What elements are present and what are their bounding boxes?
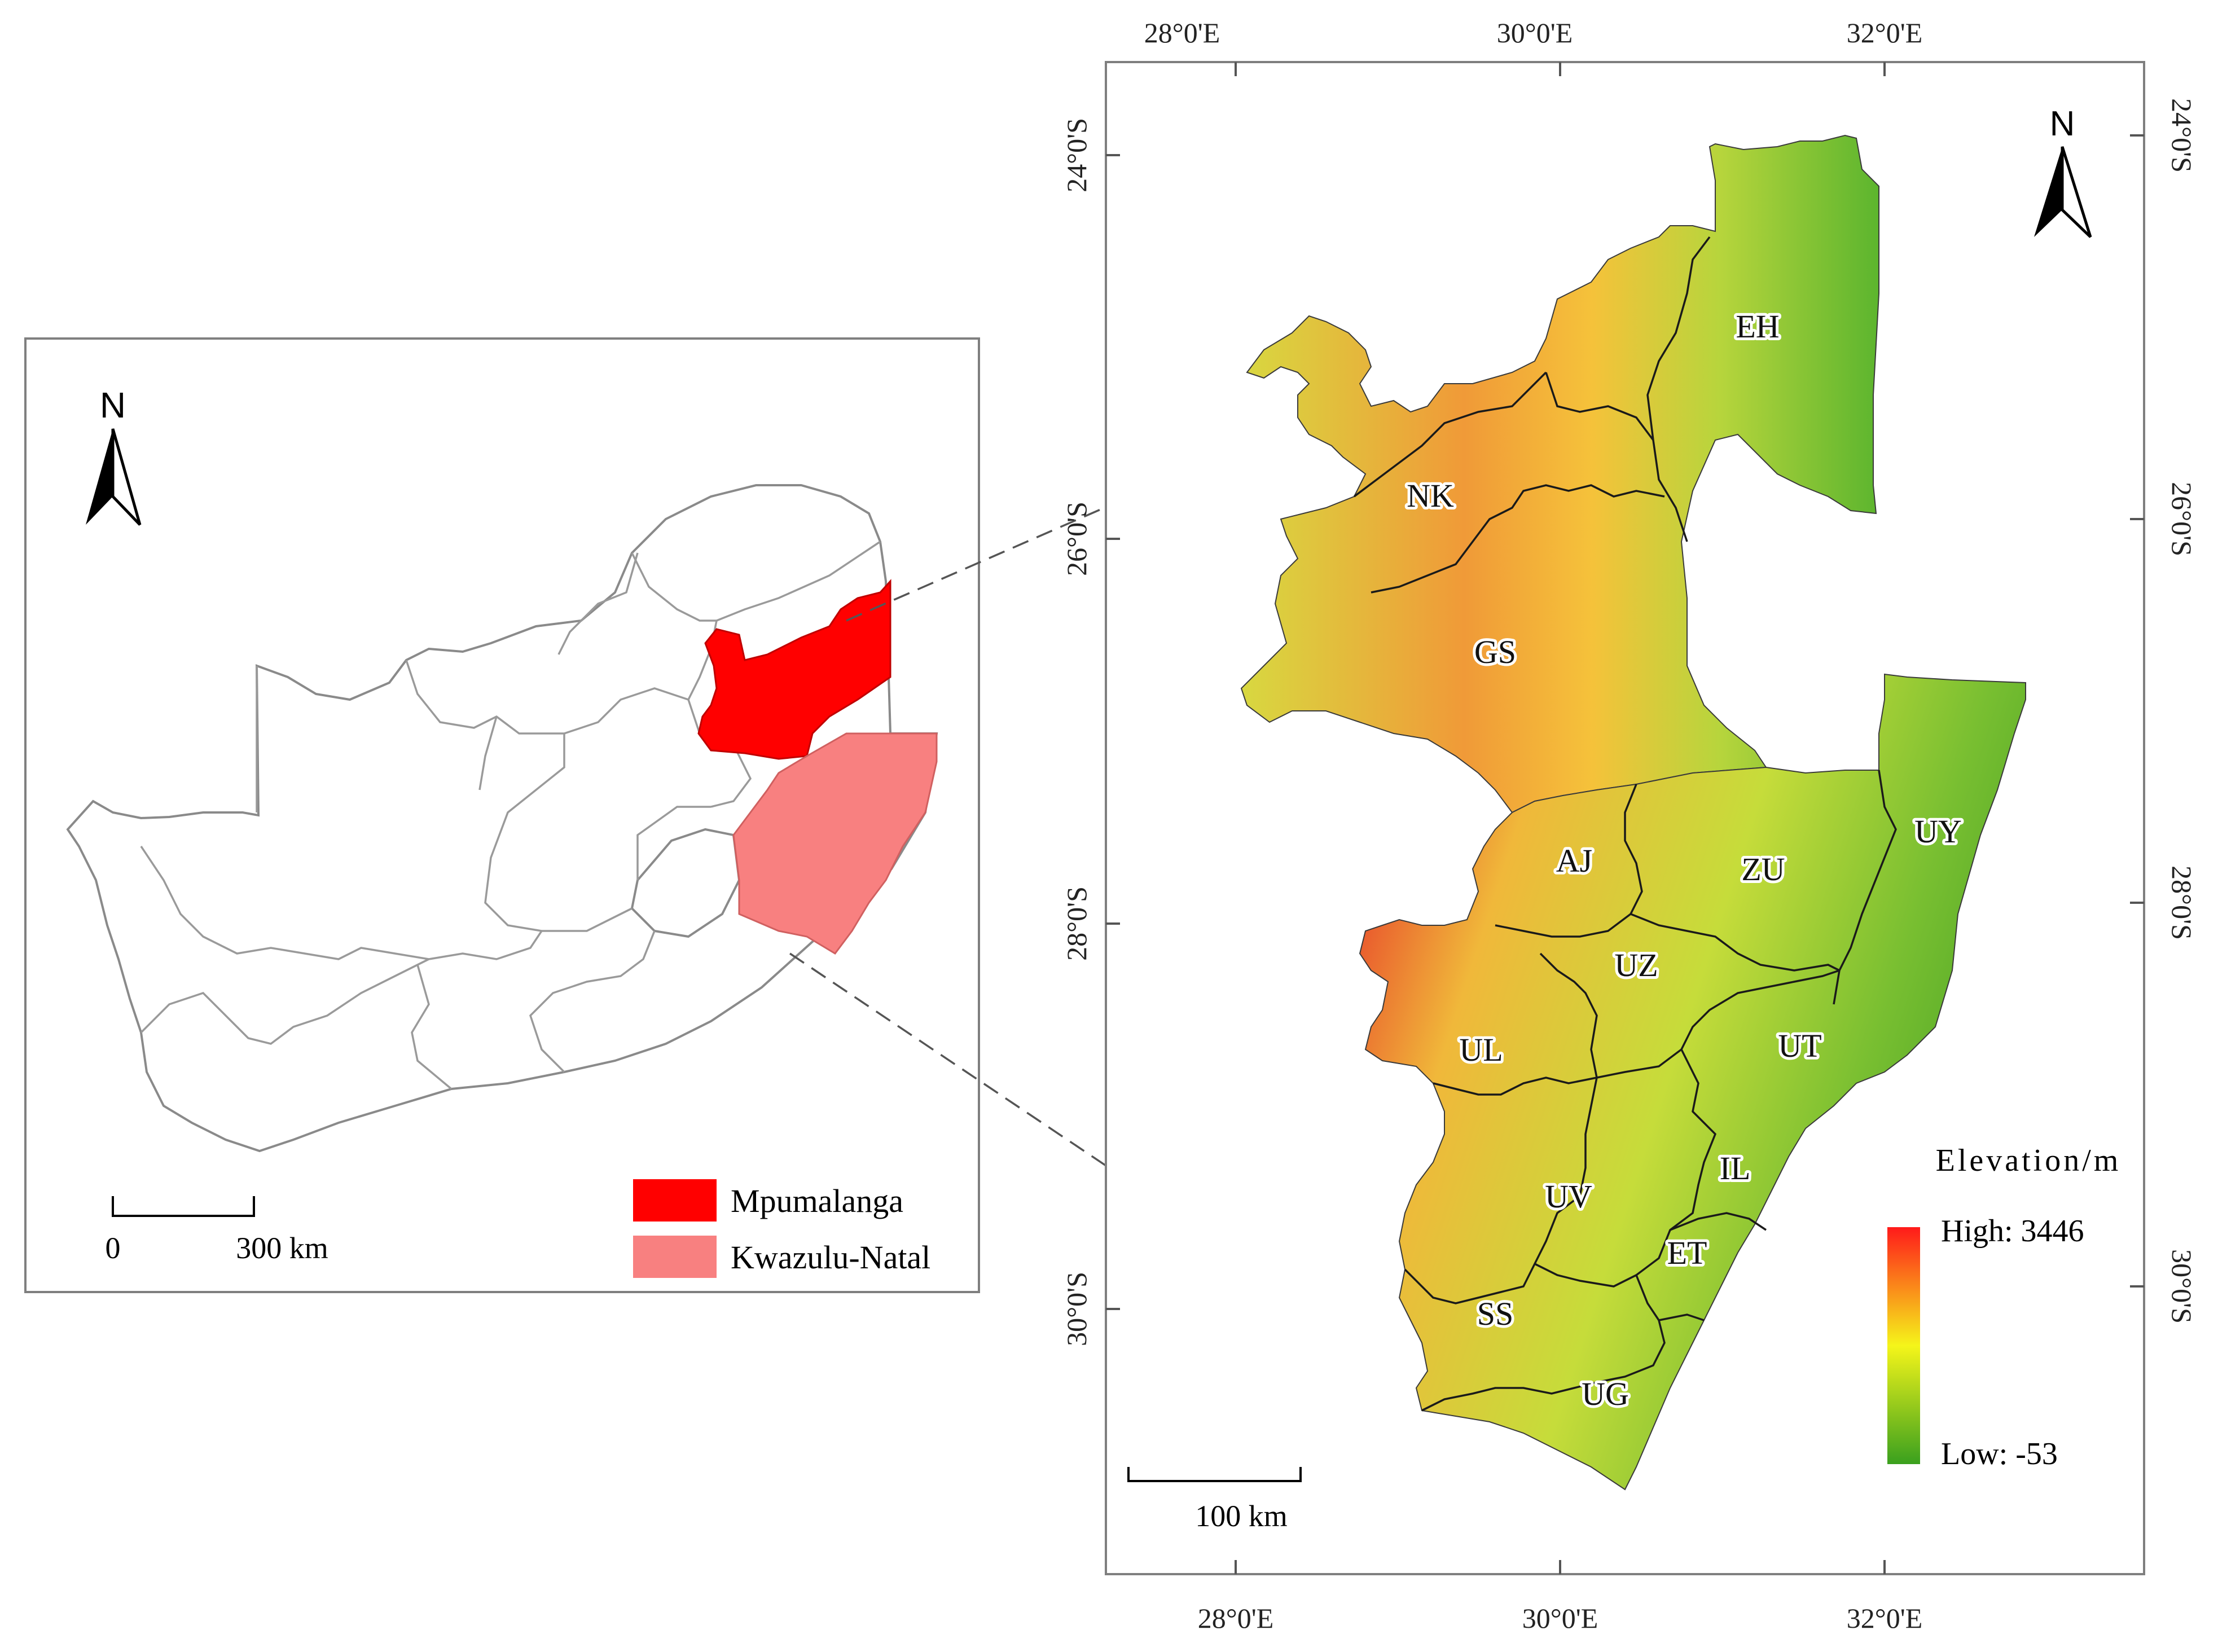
inset-legend: Mpumalanga Kwazulu-Natal — [633, 1179, 930, 1278]
district-boundaries — [1353, 236, 1897, 1412]
main-map: 28°0'E 30°0'E 32°0'E 28°0'E 30°0'E 32°0'… — [1061, 17, 2198, 1634]
bottom-tick-label: 32°0'E — [1847, 1602, 1923, 1634]
left-tick-label: 24°0'S — [1061, 118, 1092, 192]
kwazulu-natal-elevation[interactable] — [1359, 673, 2026, 1491]
legend-label-mpumalanga: Mpumalanga — [731, 1183, 903, 1219]
inset-north-arrow: N — [86, 385, 142, 526]
right-tick-label: 30°0'S — [2166, 1249, 2198, 1324]
bottom-tick-label: 30°0'E — [1522, 1602, 1598, 1634]
elevation-high-label: High: 3446 — [1941, 1214, 2084, 1249]
left-tick-label: 26°0'S — [1061, 502, 1092, 576]
region-label-et: ET — [1667, 1234, 1707, 1271]
main-scale-bar: 100 km — [1127, 1467, 1302, 1533]
right-tick-label: 24°0'S — [2166, 98, 2198, 173]
province-boundaries — [140, 541, 881, 1090]
region-label-gs: GS — [1474, 634, 1516, 670]
region-label-ut: UT — [1778, 1027, 1821, 1064]
region-label-ug: UG — [1582, 1376, 1629, 1412]
region-label-uv: UV — [1545, 1178, 1592, 1215]
region-label-eh: EH — [1736, 308, 1779, 345]
mpumalanga-region[interactable] — [697, 579, 891, 760]
main-north-arrow: N — [2034, 104, 2092, 238]
bottom-tick-label: 28°0'E — [1198, 1602, 1274, 1634]
mpumalanga-elevation[interactable] — [1240, 134, 1879, 814]
inset-north-label: N — [100, 385, 126, 425]
north-arrow-icon — [86, 429, 113, 525]
main-north-label: N — [2050, 104, 2075, 143]
left-tick-label: 30°0'S — [1061, 1272, 1092, 1346]
region-label-zu: ZU — [1741, 851, 1785, 887]
region-label-aj: AJ — [1556, 842, 1592, 879]
lesotho-outline — [630, 828, 741, 938]
elevation-color-ramp — [1887, 1227, 1920, 1464]
region-label-uz: UZ — [1614, 947, 1658, 983]
inset-scale-bar: 0 300 km — [106, 1196, 328, 1265]
north-arrow-icon — [2034, 147, 2062, 237]
region-label-nk: NK — [1407, 477, 1454, 514]
legend-swatch-mpumalanga — [633, 1179, 717, 1222]
left-tick-label: 28°0'S — [1061, 886, 1092, 961]
region-label-uy: UY — [1914, 813, 1962, 850]
axis-tick-marks — [1106, 62, 2144, 1574]
top-tick-label: 32°0'E — [1847, 17, 1923, 49]
legend-swatch-kwazulu-natal — [633, 1236, 717, 1278]
region-label-ul: UL — [1459, 1031, 1503, 1068]
top-tick-label: 30°0'E — [1497, 17, 1573, 49]
region-label-il: IL — [1720, 1150, 1751, 1187]
right-tick-label: 28°0'S — [2166, 865, 2198, 940]
right-tick-label: 26°0'S — [2166, 482, 2198, 556]
elevation-legend-title: Elevation/m — [1936, 1143, 2122, 1178]
inset-scale-start: 0 — [106, 1231, 121, 1265]
inset-map: N — [24, 337, 980, 1293]
legend-label-kwazulu-natal: Kwazulu-Natal — [731, 1239, 930, 1276]
main-scale-label: 100 km — [1195, 1499, 1288, 1533]
elevation-legend: Elevation/m High: 3446 Low: -53 — [1887, 1143, 2122, 1471]
elevation-low-label: Low: -53 — [1941, 1436, 2058, 1471]
kwazulu-natal-region[interactable] — [732, 732, 938, 955]
inset-scale-end: 300 km — [236, 1231, 328, 1265]
region-label-ss: SS — [1477, 1295, 1514, 1332]
top-tick-label: 28°0'E — [1144, 17, 1220, 49]
